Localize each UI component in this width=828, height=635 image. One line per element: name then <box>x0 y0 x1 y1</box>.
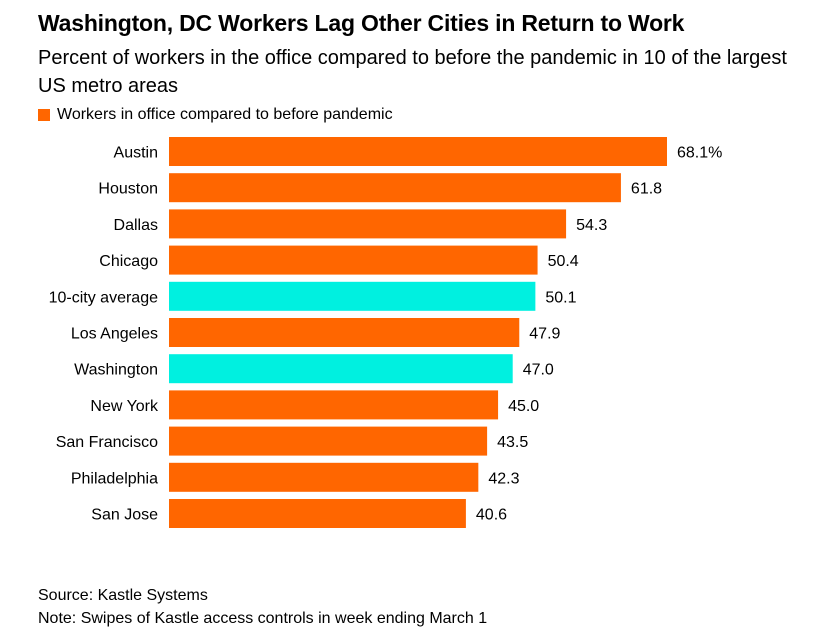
bar <box>169 137 667 166</box>
bar <box>169 245 538 275</box>
category-label: Austin <box>114 145 158 162</box>
category-label: Dallas <box>114 217 158 234</box>
category-label: Philadelphia <box>71 470 158 487</box>
category-label: Los Angeles <box>71 326 158 343</box>
value-label: 47.9 <box>529 326 560 343</box>
chart-title: Washington, DC Workers Lag Other Cities … <box>38 10 685 36</box>
legend: Workers in office compared to before pan… <box>38 106 393 124</box>
value-label: 43.5 <box>497 434 528 451</box>
legend-swatch <box>38 109 50 121</box>
chart-subtitle: Percent of workers in the office compare… <box>38 47 787 97</box>
bar <box>169 281 536 311</box>
value-label: 45.0 <box>508 398 539 415</box>
value-label: 50.1 <box>545 289 576 306</box>
bar <box>169 354 513 384</box>
value-label: 68.1% <box>677 145 722 162</box>
value-label: 61.8 <box>631 181 662 198</box>
category-label: Chicago <box>99 253 158 270</box>
footer: Source: Kastle Systems Note: Swipes of K… <box>38 584 487 630</box>
bar <box>169 462 479 492</box>
category-label: New York <box>90 398 159 415</box>
bar <box>169 499 466 528</box>
category-label: 10-city average <box>49 289 158 306</box>
bar <box>169 173 621 203</box>
bar <box>169 209 567 239</box>
source-note: Source: Kastle Systems <box>38 587 208 604</box>
legend-label: Workers in office compared to before pan… <box>57 106 393 123</box>
category-label: San Jose <box>91 507 158 524</box>
bar <box>169 390 499 420</box>
footnote: Note: Swipes of Kastle access controls i… <box>38 610 488 627</box>
category-label: Houston <box>98 181 158 198</box>
value-label: 50.4 <box>548 253 579 270</box>
value-label: 40.6 <box>476 507 507 524</box>
value-label: 54.3 <box>576 217 607 234</box>
bar <box>169 318 520 347</box>
category-label: Washington <box>74 362 158 379</box>
value-label: 47.0 <box>523 362 554 379</box>
value-label: 42.3 <box>488 470 519 487</box>
bar-chart: Austin 68.1% Houston 61.8 Dallas 54.3 Chicago 5… <box>49 137 722 528</box>
category-label: San Francisco <box>56 434 158 451</box>
bar <box>169 426 488 456</box>
